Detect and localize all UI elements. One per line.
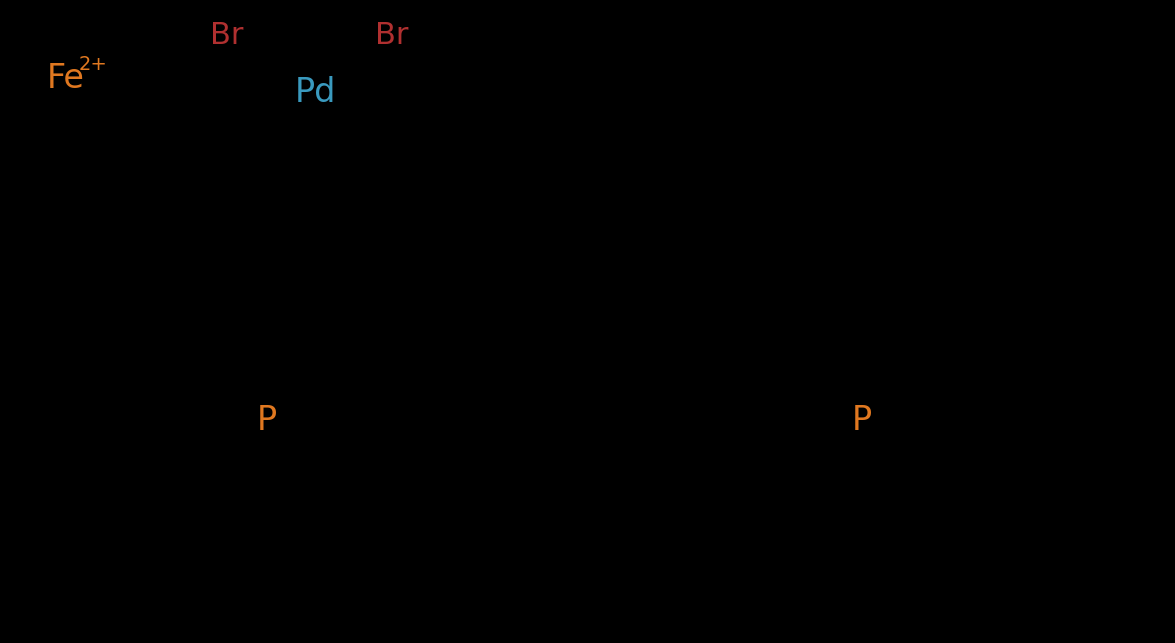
Text: Br: Br xyxy=(375,21,409,50)
Text: Pd: Pd xyxy=(295,75,336,109)
Text: Br: Br xyxy=(210,21,243,50)
Text: Fe: Fe xyxy=(47,62,85,95)
Text: 2+: 2+ xyxy=(79,55,108,73)
Text: P: P xyxy=(852,404,872,437)
Text: P: P xyxy=(257,404,277,437)
